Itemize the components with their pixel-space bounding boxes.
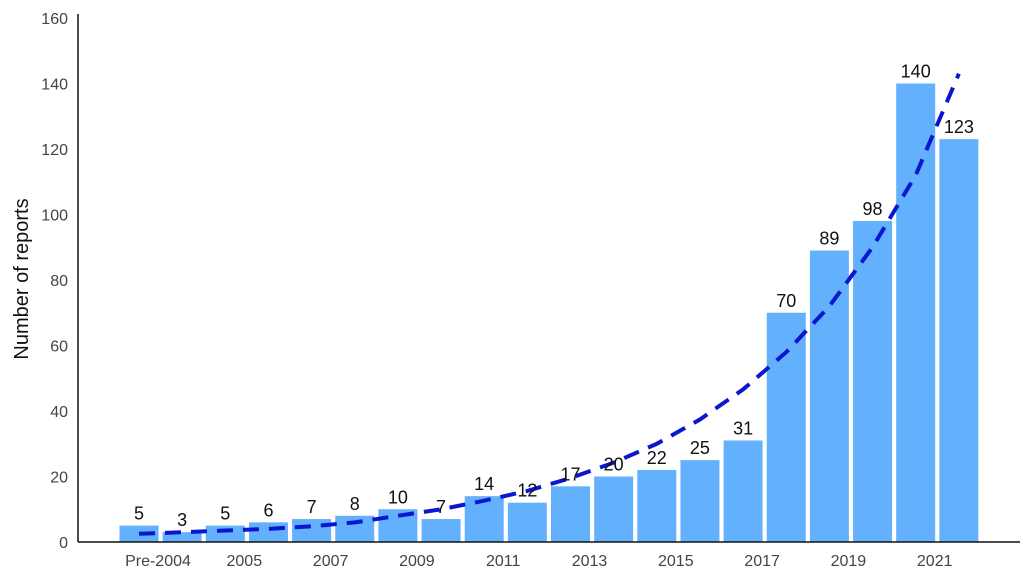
bar-value-label: 7 bbox=[436, 497, 446, 517]
bar-value-label: 22 bbox=[647, 448, 667, 468]
bar bbox=[853, 221, 893, 543]
bars bbox=[119, 83, 979, 543]
x-tick-label: 2011 bbox=[486, 553, 521, 570]
bar-value-label: 17 bbox=[560, 464, 580, 484]
bar bbox=[292, 519, 332, 542]
bar-value-label: 25 bbox=[690, 438, 710, 458]
y-tick-label: 20 bbox=[50, 470, 68, 487]
y-tick-label: 80 bbox=[50, 273, 68, 290]
bar bbox=[248, 522, 288, 542]
bar bbox=[766, 312, 806, 542]
bar-value-label: 70 bbox=[776, 291, 796, 311]
bar-value-label: 6 bbox=[263, 500, 273, 520]
y-axis-label: Number of reports bbox=[11, 198, 33, 359]
bar bbox=[205, 525, 245, 542]
bar bbox=[809, 250, 849, 542]
bar bbox=[162, 532, 202, 542]
bar-value-label: 20 bbox=[604, 455, 624, 475]
bar bbox=[335, 515, 375, 542]
x-tick-label: 2015 bbox=[658, 553, 694, 570]
x-tick-label: 2013 bbox=[572, 553, 608, 570]
bar bbox=[507, 502, 547, 542]
bar-value-label: 12 bbox=[517, 481, 537, 501]
bar bbox=[896, 83, 936, 542]
bar-value-label: 98 bbox=[863, 199, 883, 219]
trendline-path bbox=[138, 72, 961, 536]
bar-value-label: 5 bbox=[220, 504, 230, 524]
bar-value-label: 123 bbox=[944, 117, 974, 137]
bar bbox=[939, 139, 979, 543]
bar bbox=[637, 469, 677, 542]
x-tick-label: 2007 bbox=[313, 553, 349, 570]
y-tick-label: 100 bbox=[41, 208, 68, 225]
x-tick-label: 2021 bbox=[917, 553, 953, 570]
bar bbox=[680, 460, 720, 542]
y-tick-label: 120 bbox=[41, 142, 68, 159]
x-tick-label: Pre-2004 bbox=[125, 553, 191, 570]
bar-value-label: 5 bbox=[134, 504, 144, 524]
bar bbox=[723, 440, 763, 542]
bar bbox=[464, 496, 504, 542]
x-tick-label: 2009 bbox=[399, 553, 435, 570]
x-tick-label: 2017 bbox=[744, 553, 780, 570]
bar bbox=[119, 525, 159, 542]
bar-value-label: 89 bbox=[819, 229, 839, 249]
y-tick-label: 140 bbox=[41, 77, 68, 94]
bar bbox=[421, 519, 461, 542]
y-axis-ticks: 0 20 40 60 80 100 120 140 160 bbox=[41, 11, 68, 552]
y-tick-label: 60 bbox=[50, 339, 68, 356]
y-tick-label: 40 bbox=[50, 404, 68, 421]
data-labels: 5 3 5 6 7 8 10 7 14 12 17 20 22 25 31 70 89 98 140 123 bbox=[134, 62, 974, 531]
bar-value-label: 8 bbox=[350, 494, 360, 514]
x-tick-label: 2019 bbox=[831, 553, 867, 570]
bar-value-label: 3 bbox=[177, 510, 187, 530]
bar-value-label: 10 bbox=[388, 487, 408, 507]
y-tick-label: 160 bbox=[41, 11, 68, 28]
x-tick-label: 2005 bbox=[227, 553, 263, 570]
trendline bbox=[138, 72, 961, 536]
x-axis-ticks: Pre-2004 2005 2007 2009 2011 2013 2015 2017 2019… bbox=[125, 553, 953, 570]
bar-value-label: 140 bbox=[901, 62, 931, 82]
y-tick-label: 0 bbox=[59, 535, 68, 552]
bar-value-label: 7 bbox=[307, 497, 317, 517]
bar bbox=[551, 486, 590, 542]
bar bbox=[594, 476, 634, 542]
bar-value-label: 14 bbox=[474, 474, 494, 494]
bar-value-label: 31 bbox=[733, 418, 753, 438]
